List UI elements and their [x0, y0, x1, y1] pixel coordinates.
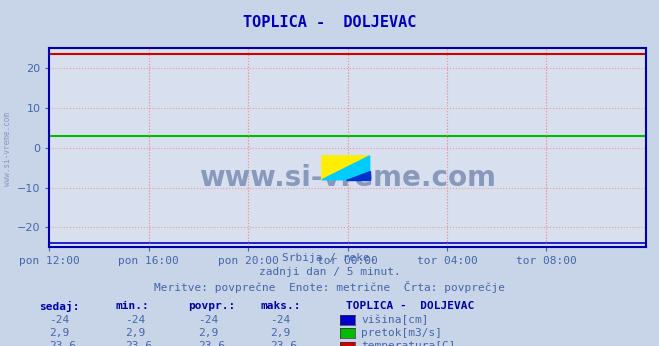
Text: zadnji dan / 5 minut.: zadnji dan / 5 minut. — [258, 267, 401, 277]
Text: www.si-vreme.com: www.si-vreme.com — [3, 112, 13, 186]
Text: www.si-vreme.com: www.si-vreme.com — [199, 164, 496, 192]
Text: 2,9: 2,9 — [270, 328, 291, 338]
Text: temperatura[C]: temperatura[C] — [361, 342, 455, 346]
Polygon shape — [322, 156, 370, 180]
Text: -24: -24 — [49, 315, 70, 325]
Text: povpr.:: povpr.: — [188, 301, 235, 311]
Text: 2,9: 2,9 — [198, 328, 218, 338]
Text: min.:: min.: — [115, 301, 149, 311]
Text: 23,6: 23,6 — [125, 342, 152, 346]
Text: sedaj:: sedaj: — [40, 301, 80, 312]
Polygon shape — [322, 156, 370, 180]
Text: Srbija / reke.: Srbija / reke. — [282, 253, 377, 263]
Text: 2,9: 2,9 — [125, 328, 146, 338]
Text: -24: -24 — [270, 315, 291, 325]
Text: 23,6: 23,6 — [270, 342, 297, 346]
Text: -24: -24 — [198, 315, 218, 325]
Text: višina[cm]: višina[cm] — [361, 315, 428, 325]
Polygon shape — [346, 171, 370, 180]
Text: 23,6: 23,6 — [49, 342, 76, 346]
Text: maks.:: maks.: — [260, 301, 301, 311]
Text: -24: -24 — [125, 315, 146, 325]
Text: 23,6: 23,6 — [198, 342, 225, 346]
Text: pretok[m3/s]: pretok[m3/s] — [361, 328, 442, 338]
Text: TOPLICA -  DOLJEVAC: TOPLICA - DOLJEVAC — [346, 301, 474, 311]
Text: TOPLICA -  DOLJEVAC: TOPLICA - DOLJEVAC — [243, 15, 416, 30]
Text: 2,9: 2,9 — [49, 328, 70, 338]
Text: Meritve: povprečne  Enote: metrične  Črta: povprečje: Meritve: povprečne Enote: metrične Črta:… — [154, 281, 505, 293]
